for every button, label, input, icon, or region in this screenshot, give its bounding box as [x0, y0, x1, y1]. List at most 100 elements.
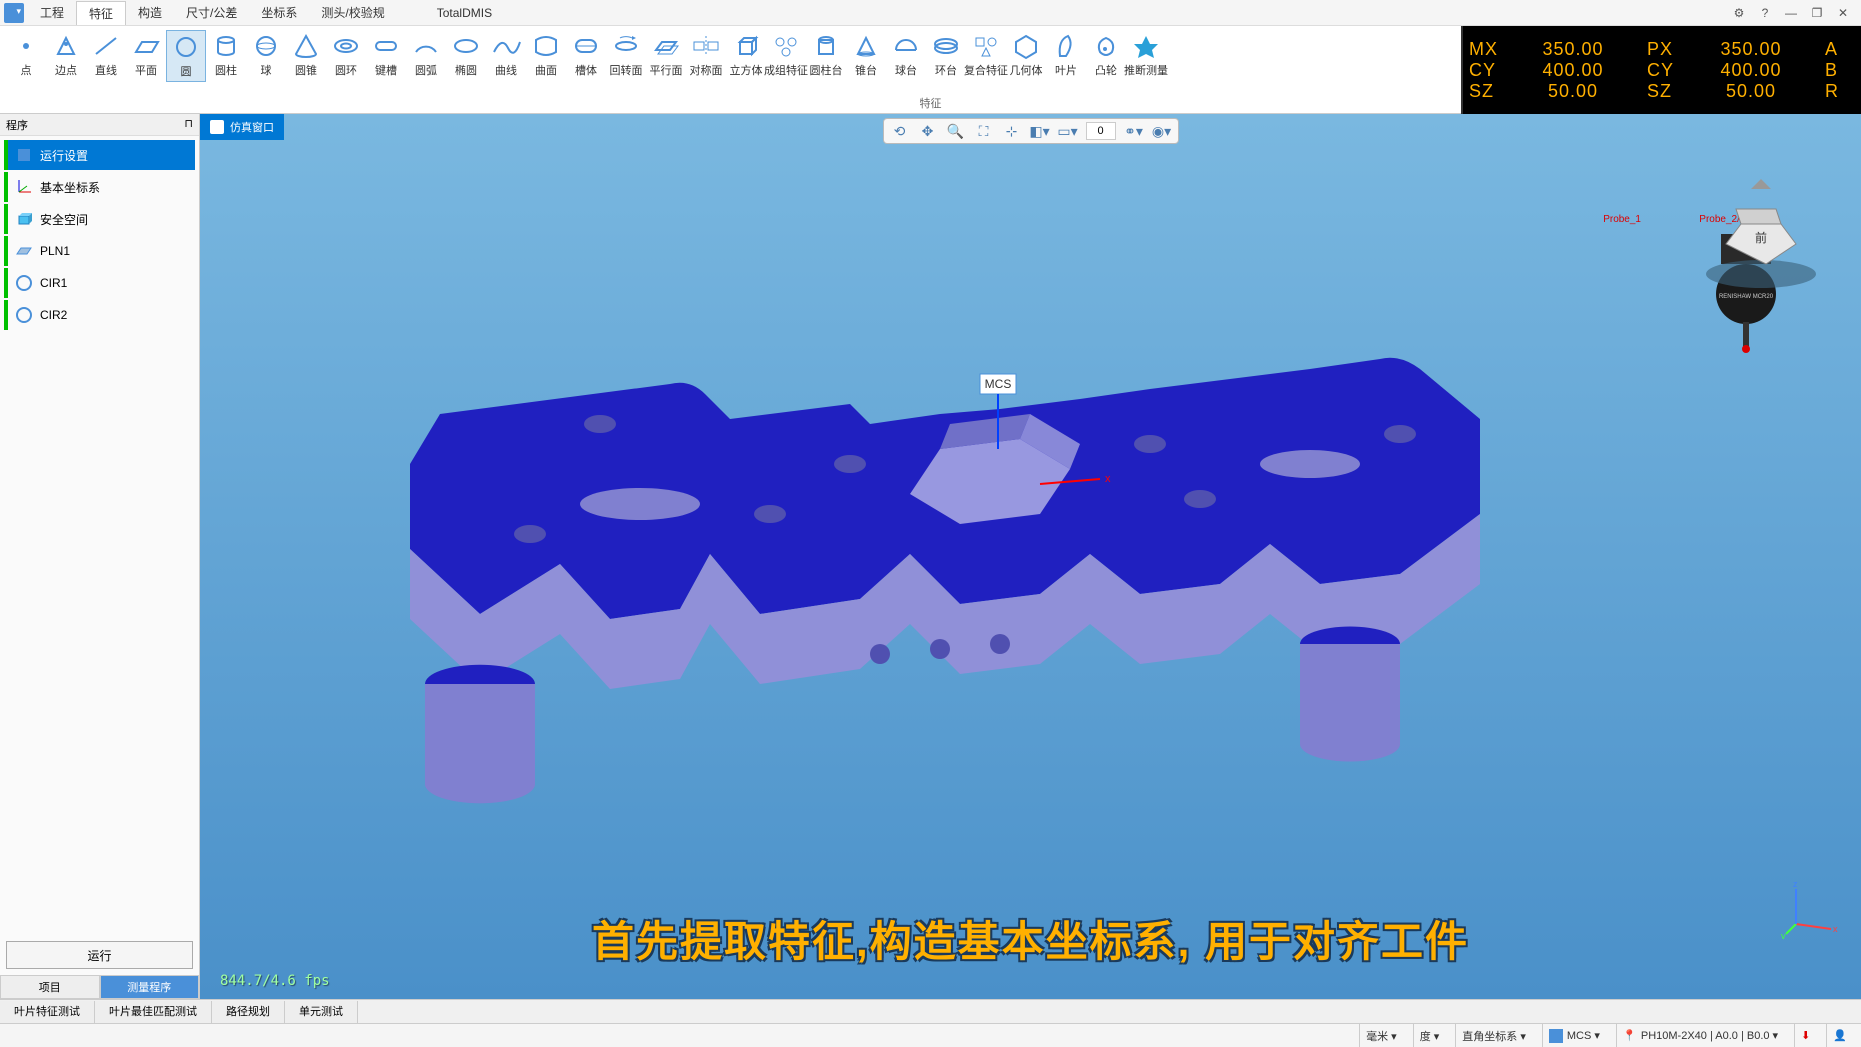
- minimize-button[interactable]: —: [1781, 3, 1801, 23]
- ribbon-group-label: 特征: [920, 95, 942, 111]
- bottom-tab-0[interactable]: 叶片特征测试: [0, 1001, 95, 1023]
- subtitle-caption: 首先提取特征,构造基本坐标系, 用于对齐工件: [592, 908, 1469, 969]
- status-csys[interactable]: 直角坐标系 ▾: [1455, 1024, 1532, 1047]
- ribbon-tool-point[interactable]: 点: [6, 30, 46, 82]
- circle-icon: [14, 273, 34, 293]
- point-icon: [10, 32, 42, 60]
- ribbon-tool-curve[interactable]: 曲线: [486, 30, 526, 82]
- axis-triad[interactable]: x y z: [1781, 879, 1841, 939]
- ribbon-tool-parallel[interactable]: 平行面: [646, 30, 686, 82]
- svg-text:x: x: [1105, 473, 1111, 485]
- view-style-icon[interactable]: ◧▾: [1030, 121, 1050, 141]
- coneboss-icon: [850, 32, 882, 60]
- ribbon-tool-label: 球: [261, 62, 272, 78]
- ribbon-tool-ringboss[interactable]: 环台: [926, 30, 966, 82]
- ribbon-tool-geom[interactable]: 几何体: [1006, 30, 1046, 82]
- tree-item-1[interactable]: 基本坐标系: [4, 172, 195, 202]
- ribbon-tool-cylinder[interactable]: 圆柱: [206, 30, 246, 82]
- menu-item-0[interactable]: 工程: [28, 1, 76, 25]
- menu-item-1[interactable]: 特征: [76, 1, 126, 25]
- ribbon-tool-label: 点: [21, 62, 32, 78]
- viewport-tab-label: 仿真窗口: [230, 119, 274, 135]
- tree-item-0[interactable]: 运行设置: [4, 140, 195, 170]
- panel-tabs: 项目测量程序: [0, 975, 199, 999]
- help-icon[interactable]: ?: [1755, 3, 1775, 23]
- ribbon-tool-arc[interactable]: 圆弧: [406, 30, 446, 82]
- status-tool-icon[interactable]: ⬇: [1794, 1024, 1816, 1047]
- ribbon-tool-cube[interactable]: 立方体: [726, 30, 766, 82]
- ribbon-tool-label: 圆柱: [215, 62, 237, 78]
- menu-item-5[interactable]: 测头/校验规: [309, 1, 396, 25]
- panel-tab-0[interactable]: 项目: [0, 975, 100, 999]
- viewport-value-input[interactable]: [1086, 122, 1116, 140]
- bottom-tabs: 叶片特征测试叶片最佳匹配测试路径规划单元测试: [0, 999, 1861, 1023]
- viewport-tab[interactable]: 仿真窗口: [200, 114, 284, 140]
- tree-item-3[interactable]: PLN1: [4, 236, 195, 266]
- sphere-icon: [250, 32, 282, 60]
- refresh-icon[interactable]: ⟲: [890, 121, 910, 141]
- viewport[interactable]: 仿真窗口 ⟲ ✥ 🔍 ⛶ ⊹ ◧▾ ▭▾ ⚭▾ ◉▾ 前 Probe_1 Pro…: [200, 114, 1861, 999]
- ribbon-tool-line[interactable]: 直线: [86, 30, 126, 82]
- ribbon-tool-revolve[interactable]: 回转面: [606, 30, 646, 82]
- close-button[interactable]: ✕: [1833, 3, 1853, 23]
- select-mode-icon[interactable]: ▭▾: [1058, 121, 1078, 141]
- ribbon-tool-symmetric[interactable]: 对称面: [686, 30, 726, 82]
- menu-item-3[interactable]: 尺寸/公差: [174, 1, 249, 25]
- gear-icon[interactable]: ⚙: [1729, 3, 1749, 23]
- run-button[interactable]: 运行: [6, 941, 193, 969]
- ribbon-tool-blade[interactable]: 叶片: [1046, 30, 1086, 82]
- status-probe[interactable]: 📍PH10M-2X40 | A0.0 | B0.0 ▾: [1616, 1024, 1784, 1047]
- status-mcs[interactable]: MCS ▾: [1542, 1024, 1606, 1047]
- status-person-icon[interactable]: 👤: [1826, 1024, 1853, 1047]
- center-icon[interactable]: ⊹: [1002, 121, 1022, 141]
- ribbon-tool-label: 球台: [895, 62, 917, 78]
- part-model[interactable]: MCS x: [300, 254, 1650, 854]
- ribbon-tool-label: 平面: [135, 62, 157, 78]
- ribbon-tool-cone[interactable]: 圆锥: [286, 30, 326, 82]
- ribbon-tool-compound[interactable]: 复合特征: [966, 30, 1006, 82]
- ribbon-tool-ellipse[interactable]: 椭圆: [446, 30, 486, 82]
- tree-item-2[interactable]: 安全空间: [4, 204, 195, 234]
- ribbon-tool-label: 键槽: [375, 62, 397, 78]
- ribbon-tool-coneboss[interactable]: 锥台: [846, 30, 886, 82]
- ribbon-tool-slot[interactable]: 键槽: [366, 30, 406, 82]
- ribbon-tool-plane[interactable]: 平面: [126, 30, 166, 82]
- app-menu-toggle[interactable]: [4, 3, 24, 23]
- status-angle[interactable]: 度 ▾: [1413, 1024, 1446, 1047]
- ribbon-tool-slotbody[interactable]: 槽体: [566, 30, 606, 82]
- surface-icon: [530, 32, 562, 60]
- menu-item-4[interactable]: 坐标系: [249, 1, 309, 25]
- menu-item-2[interactable]: 构造: [126, 1, 174, 25]
- line-icon: [90, 32, 122, 60]
- ribbon-tool-sphereboss[interactable]: 球台: [886, 30, 926, 82]
- bottom-tab-2[interactable]: 路径规划: [212, 1001, 285, 1023]
- ribbon-tool-sphere[interactable]: 球: [246, 30, 286, 82]
- ribbon-tool-group[interactable]: 成组特征: [766, 30, 806, 82]
- ribbon-tool-circle[interactable]: 圆: [166, 30, 206, 82]
- view-cube[interactable]: 前: [1701, 174, 1821, 294]
- ribbon-tool-cam[interactable]: 凸轮: [1086, 30, 1126, 82]
- status-unit[interactable]: 毫米 ▾: [1359, 1024, 1403, 1047]
- ribbon-tool-edgepoint[interactable]: 边点: [46, 30, 86, 82]
- program-panel: 程序 ⊓ 运行设置基本坐标系安全空间PLN1CIR1CIR2 运行 项目测量程序: [0, 114, 200, 999]
- ribbon-tool-surface[interactable]: 曲面: [526, 30, 566, 82]
- link-icon[interactable]: ⚭▾: [1124, 121, 1144, 141]
- ribbon-tool-cylboss[interactable]: 圆柱台: [806, 30, 846, 82]
- bottom-tab-3[interactable]: 单元测试: [285, 1001, 358, 1023]
- circle-icon: [170, 33, 202, 61]
- bottom-tab-1[interactable]: 叶片最佳匹配测试: [95, 1001, 212, 1023]
- plane-icon: [130, 32, 162, 60]
- ribbon-tool-torus[interactable]: 圆环: [326, 30, 366, 82]
- ribbon-tool-label: 曲面: [535, 62, 557, 78]
- panel-tab-1[interactable]: 测量程序: [100, 975, 200, 999]
- panel-pin-icon[interactable]: ⊓: [184, 117, 193, 132]
- ribbon-tool-label: 圆柱台: [810, 62, 843, 78]
- tree-item-5[interactable]: CIR2: [4, 300, 195, 330]
- eye-icon[interactable]: ◉▾: [1152, 121, 1172, 141]
- maximize-button[interactable]: ❐: [1807, 3, 1827, 23]
- tree-item-4[interactable]: CIR1: [4, 268, 195, 298]
- fit-icon[interactable]: ⛶: [974, 121, 994, 141]
- zoom-icon[interactable]: 🔍: [946, 121, 966, 141]
- ribbon-tool-infer[interactable]: 推断测量: [1126, 30, 1166, 82]
- pan-icon[interactable]: ✥: [918, 121, 938, 141]
